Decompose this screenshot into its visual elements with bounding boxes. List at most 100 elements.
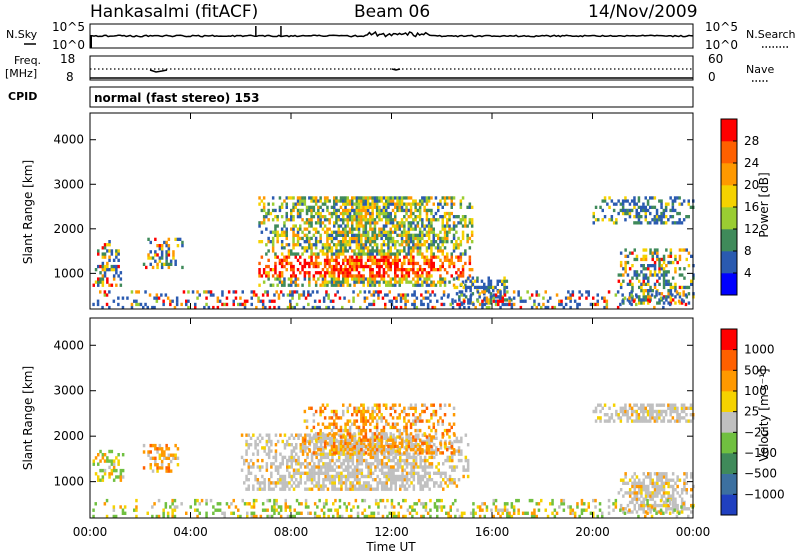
heatmap-cell xyxy=(322,436,325,440)
heatmap-cell xyxy=(662,484,666,489)
heatmap-cell xyxy=(350,305,353,310)
heatmap-cell xyxy=(430,240,433,244)
heatmap-cell xyxy=(407,413,411,417)
heatmap-cell xyxy=(257,299,260,303)
heatmap-cell xyxy=(400,243,404,247)
heatmap-cell xyxy=(196,290,199,294)
heatmap-cell xyxy=(685,257,688,262)
heatmap-cell xyxy=(450,451,453,455)
heatmap-cell xyxy=(306,452,309,456)
heatmap-cell xyxy=(394,252,397,256)
heatmap-cell xyxy=(414,462,418,466)
heatmap-cell xyxy=(96,302,100,307)
heatmap-cell xyxy=(278,261,282,266)
heatmap-cell xyxy=(420,299,423,303)
heatmap-cell xyxy=(371,432,374,436)
heatmap-cell xyxy=(682,293,685,297)
heatmap-cell xyxy=(408,511,412,515)
heatmap-cell xyxy=(360,249,363,253)
heatmap-cell xyxy=(310,224,313,228)
heatmap-cell xyxy=(317,205,320,209)
heatmap-cell xyxy=(299,443,302,447)
heatmap-cell xyxy=(319,455,323,460)
heatmap-cell xyxy=(429,293,432,297)
heatmap-cell xyxy=(425,448,429,452)
heatmap-cell xyxy=(658,510,661,514)
heatmap-cell xyxy=(267,274,270,278)
heatmap-cell xyxy=(155,293,159,297)
heatmap-cell xyxy=(340,481,343,485)
heatmap-cell xyxy=(216,305,220,310)
heatmap-cell xyxy=(101,252,105,256)
heatmap-cell xyxy=(619,273,623,277)
heatmap-cell xyxy=(349,484,352,488)
heatmap-cell xyxy=(662,409,666,414)
heatmap-cell xyxy=(346,409,349,414)
heatmap-cell xyxy=(313,462,316,466)
heatmap-cell xyxy=(391,425,395,430)
heatmap-cell xyxy=(285,268,288,272)
heatmap-cell xyxy=(651,273,654,277)
heatmap-cell xyxy=(156,466,159,470)
heatmap-cell xyxy=(239,296,242,300)
heatmap-cell xyxy=(640,289,643,293)
heatmap-cell xyxy=(154,463,157,467)
heatmap-cell xyxy=(154,250,157,254)
heatmap-cell xyxy=(296,268,300,272)
heatmap-cell xyxy=(172,453,175,457)
heatmap-cell xyxy=(126,296,129,300)
heatmap-cell xyxy=(626,298,630,302)
heatmap-cell xyxy=(342,243,345,247)
heatmap-cell xyxy=(396,444,399,449)
heatmap-cell xyxy=(374,468,377,472)
noise-tick-high-left: 10^5 xyxy=(52,20,85,34)
heatmap-cell xyxy=(267,240,270,244)
heatmap-cell xyxy=(628,488,632,492)
heatmap-cell xyxy=(389,280,392,284)
heatmap-cell xyxy=(428,433,431,437)
heatmap-cell xyxy=(414,471,418,475)
heatmap-cell xyxy=(303,249,307,253)
heatmap-cell xyxy=(430,451,433,455)
heatmap-cell xyxy=(314,255,318,259)
heatmap-cell xyxy=(322,452,325,456)
heatmap-cell xyxy=(301,446,305,450)
heatmap-cell xyxy=(642,301,645,305)
heatmap-cell xyxy=(180,302,183,307)
heatmap-cell xyxy=(494,498,498,503)
heatmap-cell xyxy=(653,500,657,505)
heatmap-cell xyxy=(628,301,632,305)
heatmap-cell xyxy=(423,255,426,259)
heatmap-cell xyxy=(333,462,336,466)
heatmap-cell xyxy=(289,293,292,297)
heatmap-cell xyxy=(356,478,359,482)
heatmap-cell xyxy=(346,274,349,278)
heatmap-cell xyxy=(405,422,408,426)
heatmap-cell xyxy=(278,277,282,281)
heatmap-cell xyxy=(425,444,429,449)
heatmap-cell xyxy=(346,258,349,262)
heatmap-cell xyxy=(660,218,663,222)
heatmap-cell xyxy=(117,274,120,278)
heatmap-cell xyxy=(501,302,504,307)
heatmap-cell xyxy=(351,227,354,231)
heatmap-cell xyxy=(101,277,105,281)
heatmap-cell xyxy=(285,202,288,206)
heatmap-cell xyxy=(349,446,352,450)
heatmap-cell xyxy=(662,211,666,216)
heatmap-cell xyxy=(455,271,458,275)
heatmap-cell xyxy=(373,240,377,244)
heatmap-cell xyxy=(599,205,602,209)
heatmap-cell xyxy=(274,455,278,460)
heatmap-cell xyxy=(423,474,427,479)
heatmap-cell xyxy=(307,293,310,297)
heatmap-cell xyxy=(674,481,677,485)
heatmap-cell xyxy=(319,221,322,225)
heatmap-cell xyxy=(308,221,311,225)
heatmap-cell xyxy=(328,274,331,278)
heatmap-cell xyxy=(108,465,111,470)
heatmap-cell xyxy=(526,511,529,515)
heatmap-cell xyxy=(464,433,468,437)
heatmap-cell xyxy=(358,462,361,466)
heatmap-cell xyxy=(273,505,276,509)
